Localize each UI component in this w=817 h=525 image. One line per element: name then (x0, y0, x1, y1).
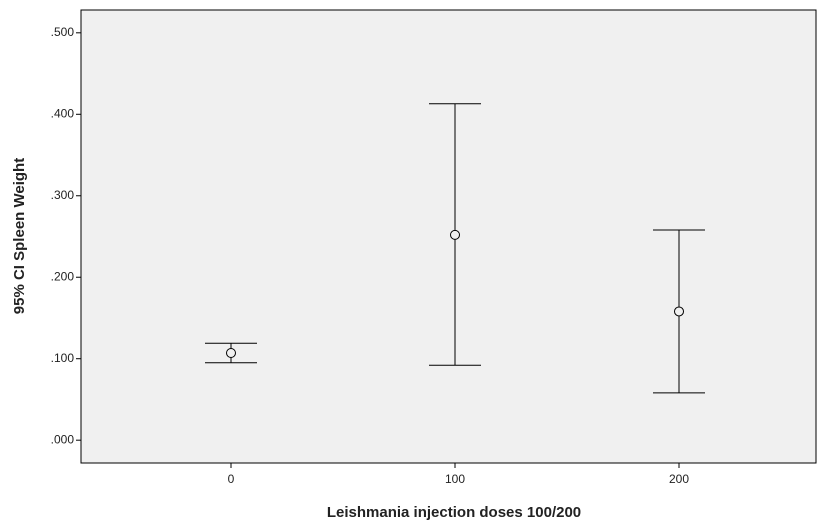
plot-area (80, 9, 817, 464)
x-tick-label: 200 (669, 472, 689, 486)
y-tick-label: .400 (51, 106, 75, 120)
y-tick-label: .300 (51, 188, 75, 202)
x-tick-label: 100 (445, 472, 465, 486)
x-tick-label: 0 (228, 472, 235, 486)
mean-marker (450, 229, 460, 240)
y-tick-label: .100 (51, 351, 75, 365)
y-tick-label: .500 (51, 25, 75, 39)
y-axis-label: 95% CI Spleen Weight (11, 158, 28, 314)
y-tick-label: .200 (51, 269, 75, 283)
x-axis-label: Leishmania injection doses 100/200 (327, 504, 581, 521)
mean-marker (226, 348, 236, 359)
mean-marker (674, 306, 684, 317)
y-tick-label: .000 (51, 432, 75, 446)
